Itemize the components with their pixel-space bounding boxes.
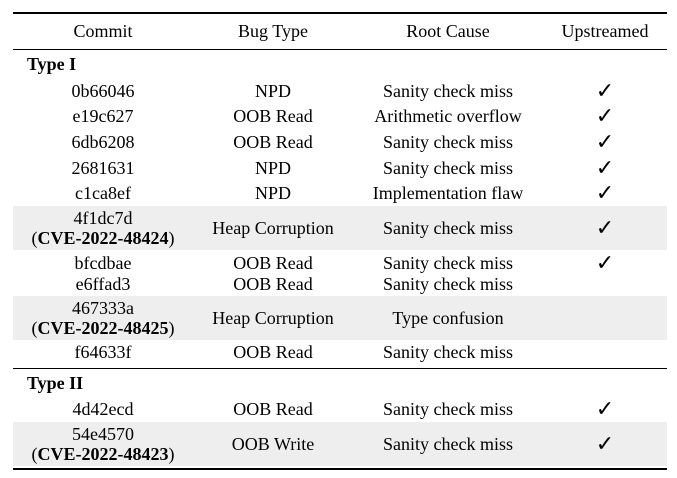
commit-hash: 467333a	[72, 298, 134, 318]
check-icon: ✓	[595, 431, 615, 457]
bug-type: NPD	[254, 80, 291, 101]
root-cause: Type confusion	[392, 307, 504, 328]
commit-hash: e19c627	[72, 106, 134, 126]
bug-type: NPD	[254, 183, 291, 203]
table-row: 0b66046 NPD Sanity check miss ✓	[13, 78, 667, 104]
commit-hash: 54e4570	[72, 424, 134, 444]
table-row: e19c627 OOB Read Arithmetic overflow ✓	[13, 104, 667, 129]
upstreamed-cell: ✓	[543, 78, 667, 104]
root-cause: Sanity check miss	[383, 398, 513, 419]
commit-cell: 54e4570 (CVE-2022-48423)	[13, 422, 193, 466]
upstreamed-cell	[543, 296, 667, 340]
root-cause: Sanity check miss	[383, 341, 513, 362]
bug-type: Heap Corruption	[212, 217, 334, 238]
check-icon: ✓	[595, 396, 615, 422]
table-row: bfcdbae OOB Read Sanity check miss ✓	[13, 250, 667, 276]
commit-cell: 467333a (CVE-2022-48425)	[13, 296, 193, 340]
root-cause: Arithmetic overflow	[374, 106, 522, 126]
commit-hash: 4f1dc7d	[73, 208, 133, 228]
upstreamed-cell: ✓	[543, 181, 667, 206]
table-row: e6ffad3 OOB Read Sanity check miss	[13, 274, 667, 294]
upstreamed-cell	[543, 340, 667, 364]
table-row: 467333a (CVE-2022-48425) Heap Corruption…	[13, 296, 667, 340]
cve-id: (CVE-2022-48425)	[31, 318, 175, 338]
commit-hash: 2681631	[71, 157, 135, 178]
check-icon: ✓	[595, 250, 615, 276]
commit-cell: 4f1dc7d (CVE-2022-48424)	[13, 206, 193, 250]
check-icon: ✓	[595, 181, 615, 206]
bottom-rule	[13, 468, 667, 470]
cve-id: (CVE-2022-48424)	[31, 228, 175, 248]
table-row: c1ca8ef NPD Implementation flaw ✓	[13, 181, 667, 206]
root-cause: Sanity check miss	[383, 131, 513, 152]
commit-hash: c1ca8ef	[75, 183, 131, 203]
root-cause: Sanity check miss	[383, 80, 513, 101]
commit-hash: 0b66046	[71, 80, 135, 101]
bug-type: Heap Corruption	[212, 307, 334, 328]
check-icon: ✓	[595, 78, 615, 104]
bug-type: OOB Read	[233, 398, 313, 419]
group-divider	[13, 368, 667, 369]
upstreamed-cell: ✓	[543, 422, 667, 466]
top-rule	[13, 12, 667, 14]
root-cause: Sanity check miss	[383, 217, 513, 238]
root-cause: Sanity check miss	[383, 252, 513, 273]
upstreamed-cell: ✓	[543, 155, 667, 181]
check-icon: ✓	[595, 104, 615, 129]
header-rule	[13, 49, 667, 50]
bug-type: OOB Write	[231, 433, 315, 454]
check-icon: ✓	[595, 215, 615, 241]
upstreamed-cell: ✓	[543, 206, 667, 250]
upstreamed-cell: ✓	[543, 396, 667, 422]
commit-hash: f64633f	[74, 341, 132, 362]
upstreamed-cell: ✓	[543, 250, 667, 276]
bug-type: OOB Read	[233, 252, 313, 273]
upstreamed-cell	[543, 274, 667, 294]
header-upstreamed: Upstreamed	[561, 20, 649, 41]
root-cause: Implementation flaw	[372, 183, 524, 203]
table-row: 4f1dc7d (CVE-2022-48424) Heap Corruption…	[13, 206, 667, 250]
commit-hash: bfcdbae	[74, 252, 132, 273]
header-bug-type: Bug Type	[238, 20, 308, 41]
commit-hash: e6ffad3	[75, 273, 131, 294]
check-icon: ✓	[595, 129, 615, 155]
table-row: 4d42ecd OOB Read Sanity check miss ✓	[13, 396, 667, 422]
bug-type: OOB Read	[233, 131, 313, 152]
root-cause: Sanity check miss	[383, 273, 513, 294]
table-row: 6db6208 OOB Read Sanity check miss ✓	[13, 129, 667, 155]
bug-type: NPD	[254, 157, 291, 178]
upstreamed-cell: ✓	[543, 129, 667, 155]
table-row: f64633f OOB Read Sanity check miss	[13, 340, 667, 364]
group-label-type-2: Type II	[27, 373, 84, 393]
table-row: 54e4570 (CVE-2022-48423) OOB Write Sanit…	[13, 422, 667, 466]
bug-type: OOB Read	[233, 106, 313, 126]
check-icon: ✓	[595, 155, 615, 181]
root-cause: Sanity check miss	[383, 157, 513, 178]
cve-id: (CVE-2022-48423)	[31, 444, 175, 464]
header-row: Commit Bug Type Root Cause Upstreamed	[13, 16, 667, 46]
bug-type: OOB Read	[233, 273, 313, 294]
bug-type: OOB Read	[233, 341, 313, 362]
root-cause: Sanity check miss	[383, 433, 513, 454]
header-commit: Commit	[73, 20, 133, 41]
header-root-cause: Root Cause	[406, 20, 490, 41]
commit-hash: 4d42ecd	[72, 398, 134, 419]
table-row: 2681631 NPD Sanity check miss ✓	[13, 155, 667, 181]
commit-hash: 6db6208	[71, 131, 135, 152]
upstreamed-cell: ✓	[543, 104, 667, 129]
group-label-type-1: Type I	[27, 54, 77, 74]
